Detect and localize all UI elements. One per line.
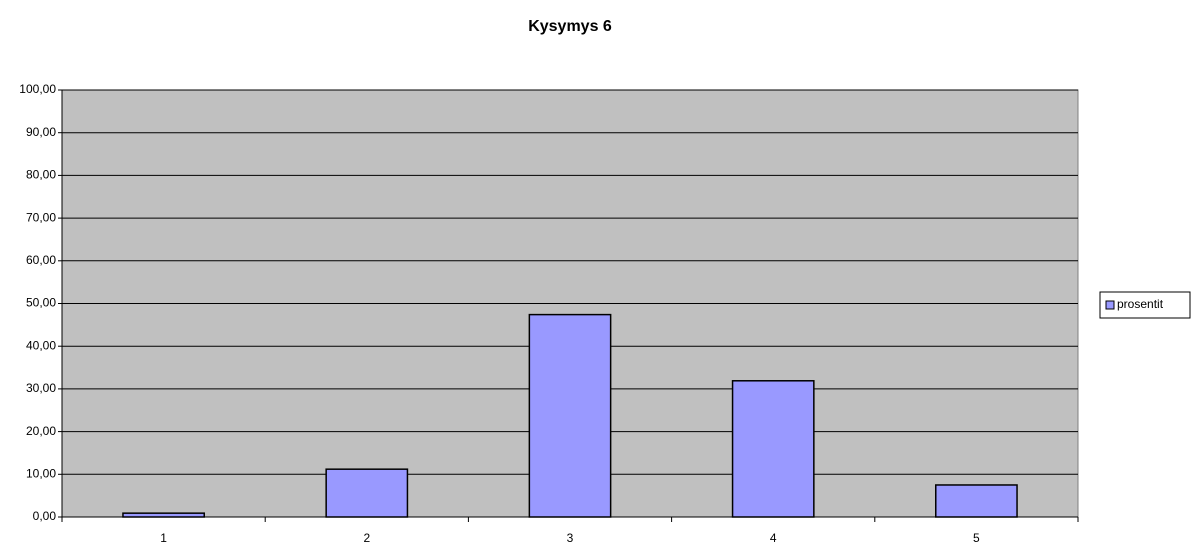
x-tick-label: 1 bbox=[160, 531, 167, 545]
y-tick-label: 100,00 bbox=[19, 82, 56, 96]
y-tick-label: 70,00 bbox=[26, 210, 56, 224]
legend-label: prosentit bbox=[1117, 297, 1164, 311]
bar bbox=[731, 380, 815, 518]
y-tick-label: 10,00 bbox=[26, 466, 56, 480]
bar bbox=[935, 484, 1018, 518]
x-tick-label: 4 bbox=[770, 531, 777, 545]
y-tick-label: 50,00 bbox=[26, 296, 56, 310]
chart-title: Kysymys 6 bbox=[528, 18, 612, 35]
legend-swatch bbox=[1105, 300, 1115, 310]
x-tick-label: 2 bbox=[363, 531, 370, 545]
bar bbox=[325, 468, 409, 518]
y-tick-label: 40,00 bbox=[26, 338, 56, 352]
bar bbox=[122, 512, 205, 518]
x-tick-label: 5 bbox=[973, 531, 980, 545]
y-tick-label: 30,00 bbox=[26, 381, 56, 395]
y-tick-label: 90,00 bbox=[26, 125, 56, 139]
bar bbox=[528, 313, 612, 518]
y-tick-label: 80,00 bbox=[26, 168, 56, 182]
y-tick-label: 0,00 bbox=[33, 509, 57, 523]
x-tick-label: 3 bbox=[567, 531, 574, 545]
legend-box bbox=[1099, 291, 1191, 319]
y-tick-label: 20,00 bbox=[26, 424, 56, 438]
y-tick-label: 60,00 bbox=[26, 253, 56, 267]
